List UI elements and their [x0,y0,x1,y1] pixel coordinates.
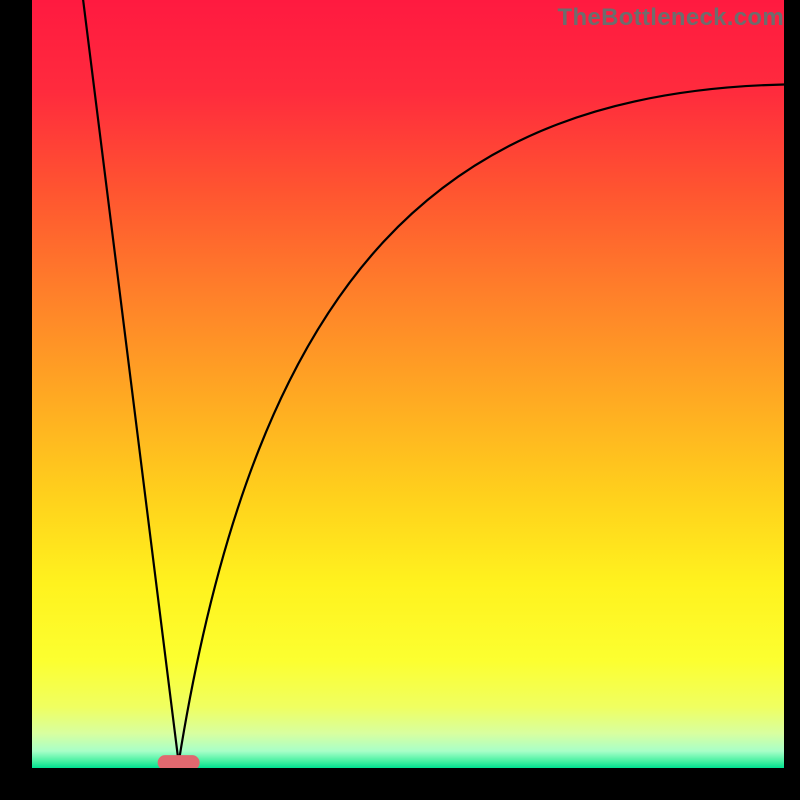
gradient-background [32,0,784,768]
watermark-text: TheBottleneck.com [558,4,784,32]
plot-area [32,0,784,768]
plot-svg [32,0,784,768]
optimal-point-marker [158,755,200,768]
chart-container: TheBottleneck.com [0,0,800,800]
